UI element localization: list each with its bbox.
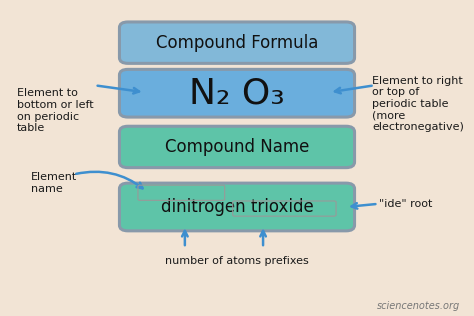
Text: Element to
bottom or left
on periodic
table: Element to bottom or left on periodic ta…	[17, 88, 93, 133]
Text: N₂ O₃: N₂ O₃	[189, 76, 285, 110]
Text: Compound Name: Compound Name	[165, 138, 309, 156]
Text: sciencenotes.org: sciencenotes.org	[376, 301, 460, 311]
FancyBboxPatch shape	[119, 22, 355, 63]
Text: Element
name: Element name	[31, 172, 77, 194]
Text: "ide" root: "ide" root	[379, 199, 433, 209]
FancyBboxPatch shape	[119, 126, 355, 167]
Text: Element to right
or top of
periodic table
(more
electronegative): Element to right or top of periodic tabl…	[372, 76, 464, 132]
FancyBboxPatch shape	[119, 70, 355, 117]
Text: dinitrogen trioxide: dinitrogen trioxide	[161, 198, 313, 216]
Text: Compound Formula: Compound Formula	[156, 34, 318, 52]
Text: number of atoms prefixes: number of atoms prefixes	[165, 256, 309, 266]
FancyBboxPatch shape	[119, 183, 355, 231]
